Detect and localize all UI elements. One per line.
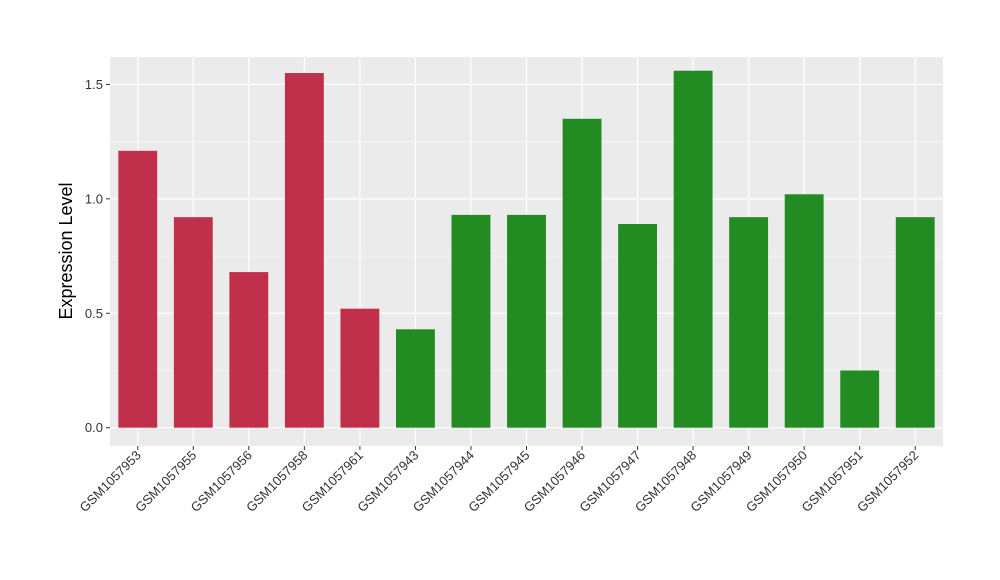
bar-GSM1057953: [118, 150, 158, 428]
bar-GSM1057945: [507, 214, 546, 428]
bar-GSM1057946: [562, 118, 602, 428]
y-tick-label: 1.0: [85, 191, 103, 206]
bar-GSM1057952: [895, 217, 935, 428]
bars: [118, 70, 935, 428]
y-tick-label: 0.0: [85, 420, 103, 435]
bar-GSM1057944: [451, 214, 491, 428]
x-axis-ticks: GSM1057953GSM1057955GSM1057956GSM1057958…: [77, 446, 921, 515]
bar-GSM1057950: [784, 194, 824, 428]
y-axis-label: Expression Level: [56, 182, 76, 319]
bar-GSM1057949: [729, 217, 769, 428]
bar-GSM1057961: [340, 308, 380, 428]
y-tick-label: 0.5: [85, 306, 103, 321]
bar-GSM1057947: [618, 224, 658, 428]
bar-GSM1057951: [840, 370, 880, 428]
bar-GSM1057956: [229, 272, 269, 428]
bar-GSM1057955: [173, 217, 213, 428]
y-tick-label: 1.5: [85, 77, 103, 92]
bar-GSM1057958: [284, 73, 324, 428]
bar-GSM1057948: [673, 70, 713, 428]
y-axis-ticks: 0.0 0.5 1.0 1.5: [85, 77, 110, 435]
bar-GSM1057943: [395, 329, 435, 428]
